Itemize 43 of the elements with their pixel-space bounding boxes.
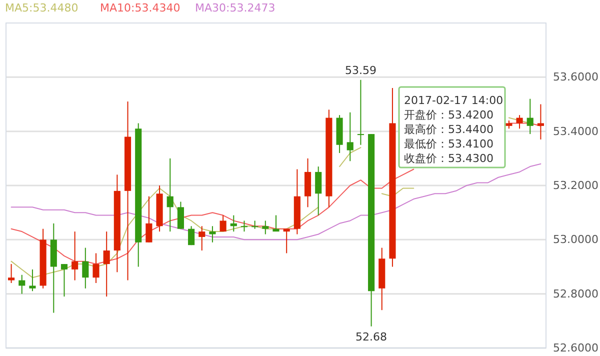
candlestick [240,220,248,232]
candlestick [188,226,195,246]
candlestick [346,112,354,162]
candlestick [283,228,290,254]
y-tick-label: 52.8000 [553,287,598,300]
annotation: 开盘价：53.4200 [404,108,494,122]
annotation: 最高价：53.4400 [404,122,494,136]
candlestick [146,196,152,243]
annotation: 53.59 [344,64,376,77]
text: MA5:53.4480 [5,2,78,14]
candlestick [82,247,89,289]
candlestick [103,231,110,298]
candlestick [230,214,237,232]
y-tick-label: 53.4000 [553,124,598,138]
candlestick [220,214,226,232]
candlestick [537,104,544,140]
annotation: 2017-02-17 14:00 [404,94,504,107]
candlestick [72,231,78,281]
candlestick [262,220,269,235]
y-tick-label: 53.2000 [553,179,598,192]
candlestick [166,158,174,232]
candlestick [60,264,68,298]
candlestick [357,79,364,146]
text: MA30:53.2473 [195,2,276,14]
candlestick [92,252,100,284]
candlestick [516,114,523,130]
annotation: 最低价：53.4100 [404,137,494,150]
candlestick [177,201,184,230]
candlestick [29,268,36,292]
candlestick [315,166,322,216]
candlestick [18,274,26,294]
candlestick [252,220,258,230]
candlestick [209,226,216,243]
y-tick-label: 53.6000 [553,70,598,84]
candlestick [526,98,534,135]
y-tick-label: 53.0000 [553,233,598,246]
candlestick [198,226,206,251]
y-tick-label: 52.6000 [553,342,598,354]
annotation: 52.68 [356,330,388,344]
text: MA10:53.4340 [100,2,180,14]
candlestick [8,264,15,284]
annotation: 收盘价：53.4300 [404,152,494,165]
candlestick [272,214,280,232]
